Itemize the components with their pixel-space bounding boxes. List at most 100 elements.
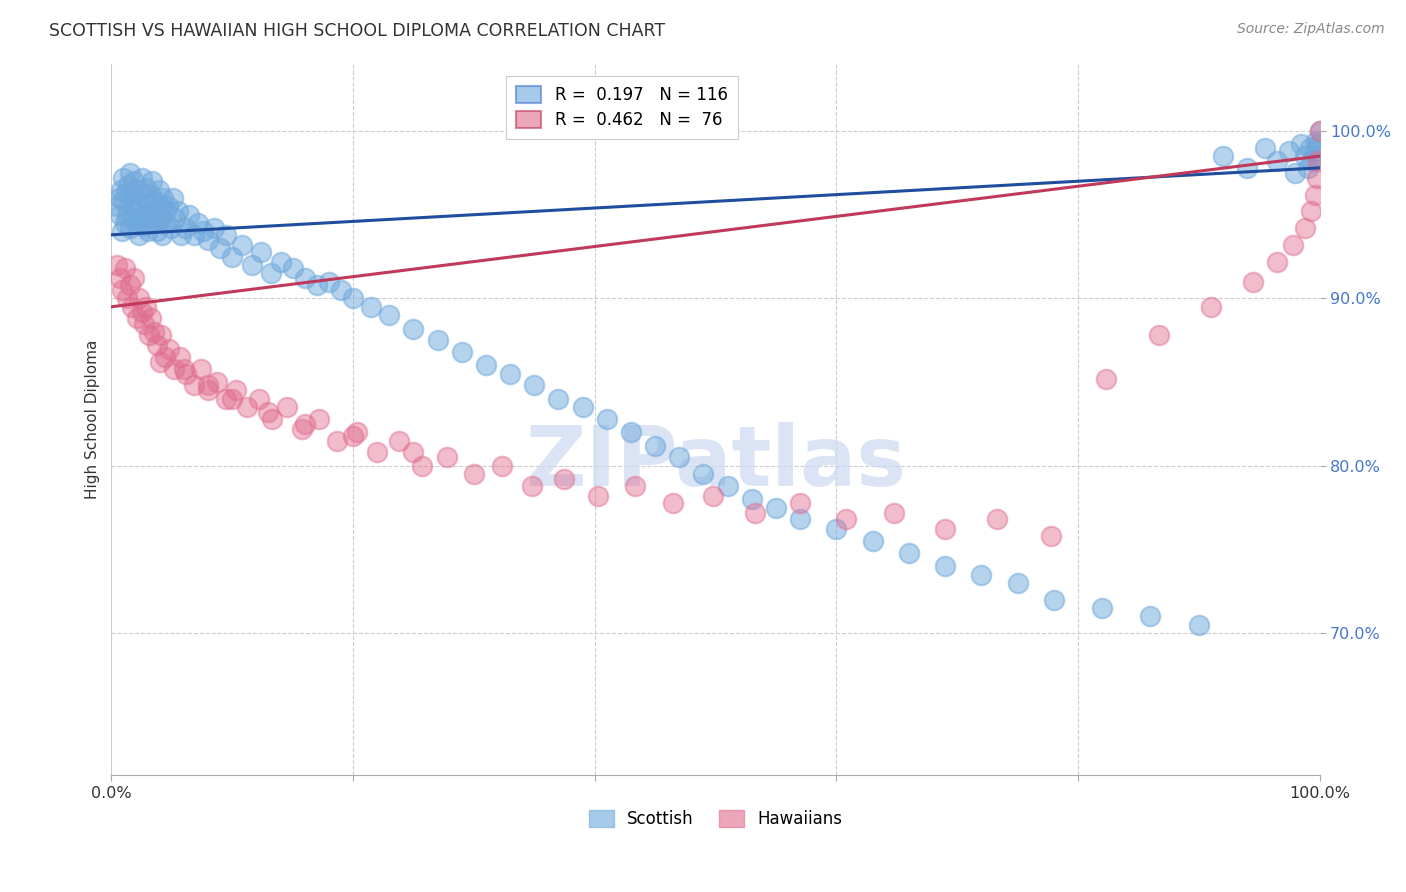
Point bbox=[1282, 237, 1305, 252]
Point bbox=[644, 439, 666, 453]
Point bbox=[491, 458, 513, 473]
Point bbox=[862, 534, 884, 549]
Point bbox=[115, 292, 138, 306]
Point bbox=[1301, 154, 1323, 169]
Point bbox=[596, 412, 619, 426]
Point bbox=[346, 425, 368, 440]
Point bbox=[135, 300, 157, 314]
Point bbox=[132, 191, 155, 205]
Point bbox=[138, 199, 160, 213]
Point bbox=[221, 250, 243, 264]
Point bbox=[205, 375, 228, 389]
Point bbox=[1139, 609, 1161, 624]
Point bbox=[247, 392, 270, 406]
Point bbox=[250, 244, 273, 259]
Point bbox=[281, 261, 304, 276]
Point bbox=[132, 219, 155, 234]
Point bbox=[127, 183, 149, 197]
Point bbox=[135, 181, 157, 195]
Point bbox=[463, 467, 485, 482]
Point bbox=[1308, 137, 1330, 152]
Point bbox=[176, 367, 198, 381]
Point bbox=[620, 425, 643, 440]
Point bbox=[571, 401, 593, 415]
Point bbox=[124, 194, 146, 209]
Point bbox=[165, 211, 187, 225]
Point bbox=[1236, 161, 1258, 175]
Point bbox=[167, 204, 190, 219]
Point bbox=[883, 506, 905, 520]
Point bbox=[152, 191, 174, 205]
Point bbox=[114, 261, 136, 276]
Point bbox=[153, 350, 176, 364]
Point bbox=[110, 183, 132, 197]
Point bbox=[318, 275, 340, 289]
Point bbox=[523, 378, 546, 392]
Point bbox=[121, 300, 143, 314]
Point bbox=[402, 321, 425, 335]
Point bbox=[326, 434, 349, 448]
Point bbox=[190, 361, 212, 376]
Point bbox=[378, 308, 401, 322]
Point bbox=[1301, 204, 1323, 219]
Point bbox=[149, 211, 172, 225]
Point bbox=[131, 170, 153, 185]
Point bbox=[107, 191, 129, 205]
Point bbox=[934, 559, 956, 574]
Point bbox=[1007, 576, 1029, 591]
Point bbox=[107, 199, 129, 213]
Point bbox=[215, 392, 238, 406]
Point bbox=[789, 512, 811, 526]
Point bbox=[547, 392, 569, 406]
Point bbox=[240, 258, 263, 272]
Point bbox=[662, 495, 685, 509]
Point bbox=[1199, 300, 1222, 314]
Point bbox=[260, 266, 283, 280]
Point bbox=[1212, 149, 1234, 163]
Point bbox=[402, 445, 425, 459]
Point bbox=[114, 216, 136, 230]
Point bbox=[744, 506, 766, 520]
Point bbox=[1278, 144, 1301, 158]
Point bbox=[294, 417, 316, 431]
Point bbox=[145, 204, 167, 219]
Point bbox=[146, 338, 169, 352]
Point bbox=[702, 489, 724, 503]
Point bbox=[170, 227, 193, 242]
Point bbox=[1254, 141, 1277, 155]
Point bbox=[1094, 372, 1116, 386]
Point bbox=[1294, 221, 1316, 235]
Point bbox=[157, 342, 180, 356]
Point bbox=[1040, 529, 1063, 543]
Point bbox=[499, 367, 522, 381]
Point bbox=[112, 194, 135, 209]
Point bbox=[1188, 617, 1211, 632]
Point bbox=[197, 378, 219, 392]
Point bbox=[122, 187, 145, 202]
Point bbox=[741, 492, 763, 507]
Point bbox=[436, 450, 458, 465]
Point bbox=[141, 174, 163, 188]
Point bbox=[115, 208, 138, 222]
Point bbox=[1309, 124, 1331, 138]
Point bbox=[308, 412, 330, 426]
Point bbox=[1305, 134, 1327, 148]
Point bbox=[1284, 166, 1306, 180]
Point bbox=[716, 479, 738, 493]
Point bbox=[330, 283, 353, 297]
Point bbox=[143, 194, 166, 209]
Point bbox=[111, 283, 134, 297]
Point bbox=[276, 401, 298, 415]
Point bbox=[342, 428, 364, 442]
Point bbox=[148, 183, 170, 197]
Point bbox=[1091, 601, 1114, 615]
Point bbox=[1042, 592, 1064, 607]
Point bbox=[221, 392, 243, 406]
Point bbox=[231, 237, 253, 252]
Point bbox=[692, 467, 714, 482]
Point bbox=[149, 328, 172, 343]
Point bbox=[360, 300, 382, 314]
Text: SCOTTISH VS HAWAIIAN HIGH SCHOOL DIPLOMA CORRELATION CHART: SCOTTISH VS HAWAIIAN HIGH SCHOOL DIPLOMA… bbox=[49, 22, 665, 40]
Point bbox=[1306, 170, 1329, 185]
Point bbox=[187, 216, 209, 230]
